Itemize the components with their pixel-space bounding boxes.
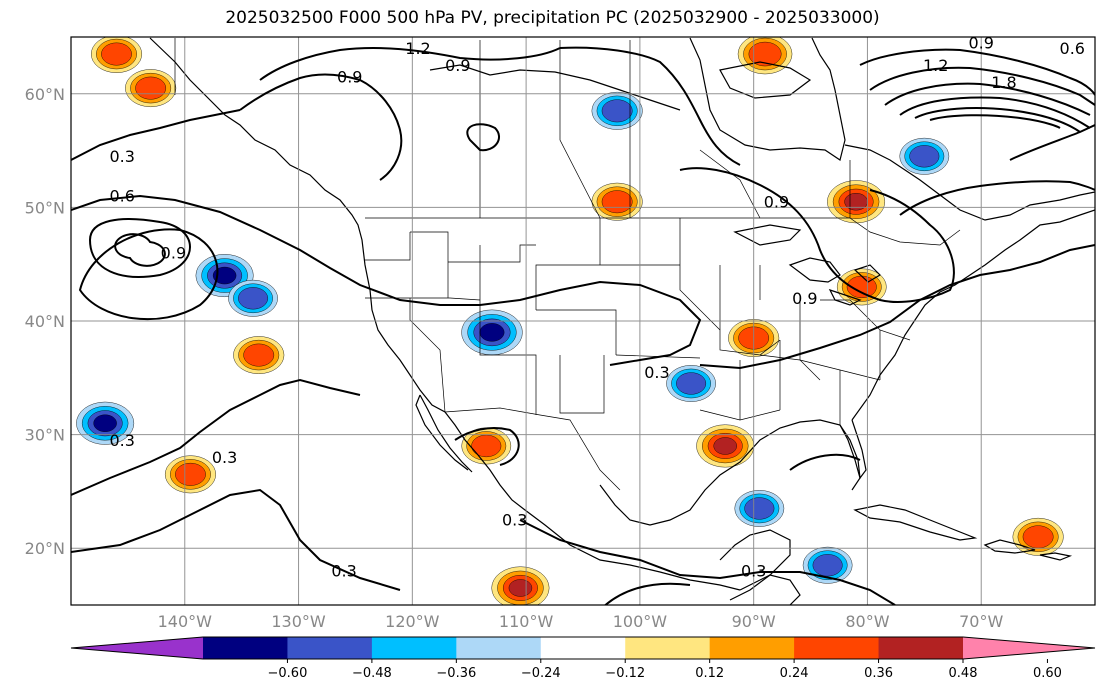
contour-label: 1.2 xyxy=(405,39,430,58)
precip-anomaly xyxy=(238,287,269,310)
colorbar-tick-label: 0.48 xyxy=(949,666,978,681)
lat-label: 50°N xyxy=(25,198,65,217)
precip-anomaly xyxy=(175,462,206,486)
gridlines xyxy=(71,37,1095,605)
lat-label: 30°N xyxy=(25,426,65,445)
map-area: 1.2 0.9 0.9 0.3 0.6 0.9 0.9 0.9 0.3 0.3 0.3 0.3 0.3 0… xyxy=(71,33,1095,605)
precip-anomaly xyxy=(479,323,505,342)
lon-label: 130°W xyxy=(271,612,326,631)
precip-anomaly xyxy=(471,434,502,458)
contour-labels: 1.2 0.9 0.9 0.3 0.6 0.9 0.9 0.9 0.3 0.3 0.3 0.3 0.3 0… xyxy=(109,33,1085,581)
colorbar-tick-label: 0.24 xyxy=(780,666,809,681)
contour-label: 1.2 xyxy=(923,56,948,75)
colorbar-tick-label: −0.12 xyxy=(605,666,645,681)
contour-label: 0.3 xyxy=(109,431,134,450)
colorbar-tick-label: −0.36 xyxy=(436,666,476,681)
colorbar-bin xyxy=(709,637,795,659)
colorbar-tick-label: 0.60 xyxy=(1033,666,1062,681)
precip-anomaly xyxy=(212,266,237,285)
contour-label: 0.3 xyxy=(502,510,527,529)
contour-label: 0.9 xyxy=(445,56,470,75)
colorbar-bin xyxy=(540,637,626,659)
contour-label: 0.9 xyxy=(337,67,362,86)
lon-label: 80°W xyxy=(845,612,889,631)
lon-label: 120°W xyxy=(385,612,440,631)
contour-label: 0.3 xyxy=(331,562,356,581)
contour-label: 0.9 xyxy=(764,192,789,211)
lat-label: 20°N xyxy=(25,539,65,558)
colorbar-bin xyxy=(287,637,373,659)
colorbar-bin xyxy=(371,637,457,659)
colorbar-bin xyxy=(203,637,288,659)
contour-label: 0.3 xyxy=(212,448,237,467)
map-frame xyxy=(70,36,1096,606)
lat-label: 40°N xyxy=(25,312,65,331)
lon-label: 140°W xyxy=(158,612,213,631)
colorbar-under-extension xyxy=(71,637,203,659)
precip-anomaly xyxy=(601,99,633,123)
map-title: 2025032500 F000 500 hPa PV, precipitatio… xyxy=(225,8,880,28)
lon-label: 70°W xyxy=(959,612,1003,631)
precip-anomaly xyxy=(1022,525,1054,549)
colorbar-bin xyxy=(794,637,880,659)
latitude-labels: 60°N 50°N 40°N 30°N 20°N xyxy=(25,85,65,558)
precip-anomaly xyxy=(713,437,737,455)
colorbar-bin xyxy=(456,637,542,659)
colorbar-tick-label: 0.12 xyxy=(695,666,724,681)
precip-anomaly xyxy=(101,42,132,66)
contour-label: 1.8 xyxy=(991,73,1016,92)
precip-anomaly xyxy=(744,497,775,520)
coastlines xyxy=(149,37,1095,605)
colorbar-tick-label: −0.60 xyxy=(268,666,308,681)
colorbar-tick-label: −0.24 xyxy=(521,666,561,681)
longitude-labels: 140°W 130°W 120°W 110°W 100°W 90°W 80°W 70°W xyxy=(158,612,1004,631)
colorbar-outline xyxy=(70,636,1096,660)
precip-anomaly xyxy=(135,76,167,100)
precip-anomaly xyxy=(748,41,782,67)
colorbar-bin xyxy=(625,637,711,659)
contour-label: 0.9 xyxy=(968,33,993,52)
precip-anomaly xyxy=(676,372,707,395)
contour-label: 0.9 xyxy=(792,289,817,308)
contour-label: 0.6 xyxy=(1060,39,1085,58)
contour-label: 0.6 xyxy=(109,187,134,206)
pv-contours xyxy=(71,46,1095,605)
precip-anomaly xyxy=(601,190,633,214)
precip-anomaly xyxy=(508,579,533,597)
lat-label: 60°N xyxy=(25,85,65,104)
colorbar-tick-label: −0.48 xyxy=(352,666,392,681)
lon-label: 90°W xyxy=(732,612,776,631)
contour-label: 0.9 xyxy=(161,244,186,263)
contour-label: 0.3 xyxy=(741,562,766,581)
colorbar-tick-label: 0.36 xyxy=(864,666,893,681)
contour-label: 0.3 xyxy=(109,147,134,166)
contour-label: 0.3 xyxy=(644,363,669,382)
precip-anomaly xyxy=(812,554,843,577)
colorbar-bin xyxy=(878,637,964,659)
precip-anomaly xyxy=(243,343,275,367)
precip-anomaly xyxy=(93,414,117,432)
borders xyxy=(174,38,961,491)
lon-label: 100°W xyxy=(613,612,668,631)
precip-anomaly xyxy=(909,145,940,168)
colorbar-over-extension xyxy=(963,637,1095,659)
precip-anomaly-layer xyxy=(76,37,1064,605)
colorbar: −0.60 −0.48 −0.36 −0.24 −0.12 0.12 0.24 0.36 0.4… xyxy=(70,636,1096,681)
lon-label: 110°W xyxy=(499,612,554,631)
